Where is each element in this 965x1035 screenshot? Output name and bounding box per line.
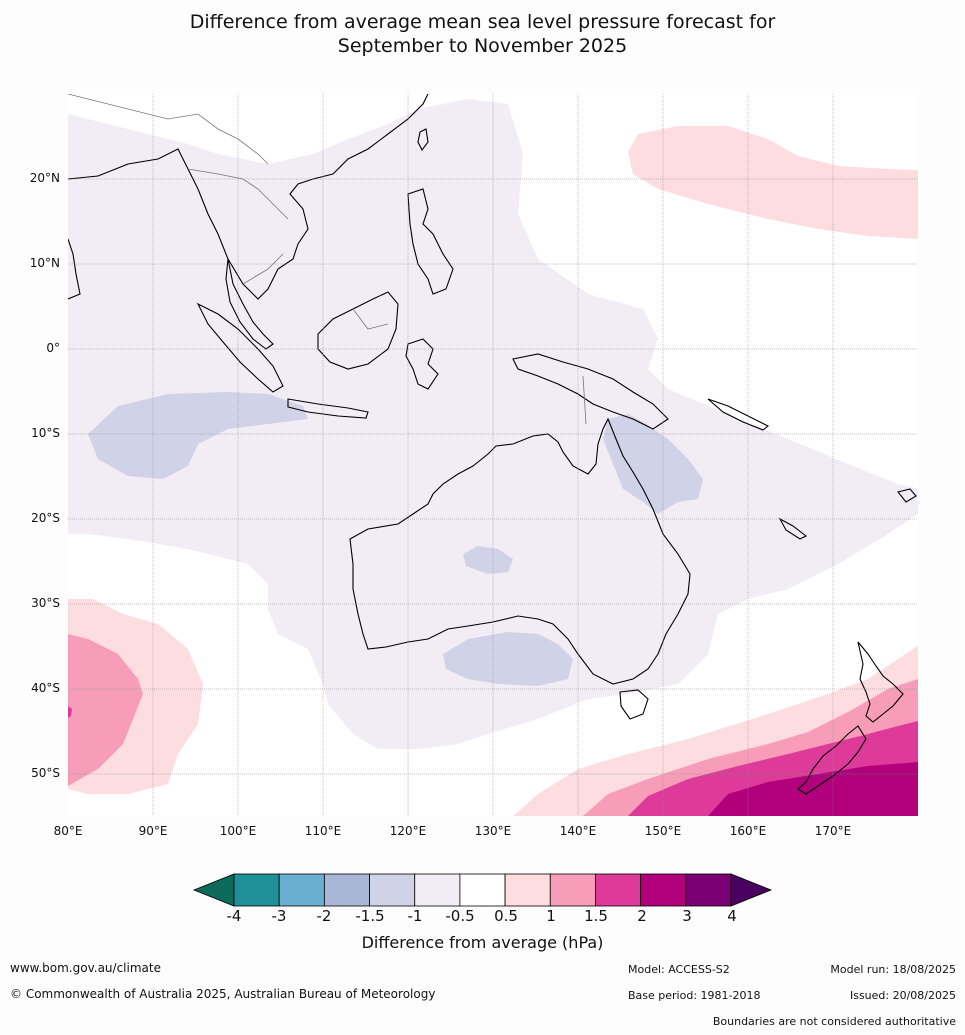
legend-swatch	[233, 873, 280, 907]
legend-swatch	[595, 873, 642, 907]
anomaly-region-minus-1-a	[88, 392, 308, 479]
anomaly-region-plus-1-west	[68, 634, 143, 786]
lat-label-20n: 20°N	[29, 171, 60, 185]
philippines-coastline	[407, 188, 454, 295]
legend-swatch-extend-high	[730, 873, 773, 907]
solomon-islands-coastline	[707, 398, 770, 431]
mainland-asia-coastline	[68, 94, 429, 300]
lon-label-170e: 170°E	[814, 824, 852, 838]
legend-tick: -4	[226, 907, 242, 925]
taiwan-coastline	[417, 128, 429, 152]
lat-label-20s: 20°S	[31, 511, 60, 525]
lon-label-120e: 120°E	[389, 824, 427, 838]
lat-label-10s: 10°S	[31, 426, 60, 440]
lon-label-160e: 160°E	[729, 824, 767, 838]
legend-swatch	[459, 873, 506, 907]
lon-label-130e: 130°E	[474, 824, 512, 838]
anomaly-region-plus-0-5-north	[628, 126, 918, 239]
legend-swatch	[414, 873, 461, 907]
java-coastline	[287, 398, 369, 419]
footer-website-link[interactable]: www.bom.gov.au/climate	[10, 961, 161, 975]
legend-swatch	[504, 873, 551, 907]
legend-swatch	[323, 873, 370, 907]
legend-tick: 3	[682, 907, 692, 925]
footer-issued: Issued: 20/08/2025	[849, 989, 956, 1002]
lat-label-30s: 30°S	[31, 596, 60, 610]
lon-label-150e: 150°E	[644, 824, 682, 838]
legend-tick: 1.5	[584, 907, 608, 925]
legend-swatch	[640, 873, 687, 907]
map-title: Difference from average mean sea level p…	[0, 10, 965, 58]
lon-label-80e: 80°E	[53, 824, 83, 838]
new-caledonia-coastline	[778, 517, 808, 540]
anomaly-region-minus-1-d	[443, 632, 573, 686]
legend-tick: 1	[546, 907, 556, 925]
legend-colorbar	[192, 873, 773, 907]
graticule	[68, 94, 918, 816]
new-guinea-coastline	[512, 353, 669, 430]
title-line-1: Difference from average mean sea level p…	[189, 11, 776, 33]
lat-label-50s: 50°S	[31, 766, 60, 780]
footer-model: Model: ACCESS-S2	[628, 963, 730, 976]
malay-peninsula-coastline	[225, 258, 274, 350]
legend-swatch	[549, 873, 596, 907]
legend-tick: -0.5	[445, 907, 475, 925]
footer-base-period: Base period: 1981-2018	[628, 989, 761, 1002]
legend-tick: -1.5	[355, 907, 385, 925]
lon-label-90e: 90°E	[138, 824, 168, 838]
country-borders	[68, 94, 587, 425]
legend-tick: 0.5	[494, 907, 518, 925]
legend-swatch	[278, 873, 325, 907]
fiji-coastline	[897, 488, 917, 503]
lat-label-10n: 10°N	[29, 256, 60, 270]
legend-tick: -3	[271, 907, 287, 925]
legend-label: Difference from average (hPa)	[361, 933, 604, 952]
legend-tick: -1	[407, 907, 423, 925]
map-canvas	[68, 94, 918, 816]
pressure-anomaly-map	[68, 94, 918, 816]
anomaly-region-minus-1-c	[463, 546, 513, 574]
title-line-2: September to November 2025	[337, 35, 628, 57]
lat-label-40s: 40°S	[31, 681, 60, 695]
legend-swatch-extend-low	[192, 873, 235, 907]
legend-swatch	[685, 873, 732, 907]
legend-tick: 4	[727, 907, 737, 925]
india-coastline	[68, 238, 81, 300]
lon-label-110e: 110°E	[304, 824, 342, 838]
anomaly-region-minus-1-b	[603, 414, 703, 514]
lon-label-100e: 100°E	[219, 824, 257, 838]
footer-disclaimer: Boundaries are not considered authoritat…	[712, 1015, 956, 1028]
sumatra-coastline	[196, 302, 284, 393]
lon-label-140e: 140°E	[559, 824, 597, 838]
lat-label-0: 0°	[46, 341, 60, 355]
footer-model-run: Model run: 18/08/2025	[830, 963, 956, 976]
anomaly-region-plus-1-5-west	[68, 706, 72, 718]
legend-swatch	[369, 873, 416, 907]
new-zealand-south-island	[797, 725, 867, 795]
new-zealand-north-island	[857, 641, 904, 723]
tasmania-coastline	[619, 689, 649, 720]
sulawesi-coastline	[405, 338, 439, 390]
legend-tick: 2	[637, 907, 647, 925]
footer-copyright: © Commonwealth of Australia 2025, Austra…	[10, 987, 436, 1001]
legend-tick: -2	[316, 907, 332, 925]
